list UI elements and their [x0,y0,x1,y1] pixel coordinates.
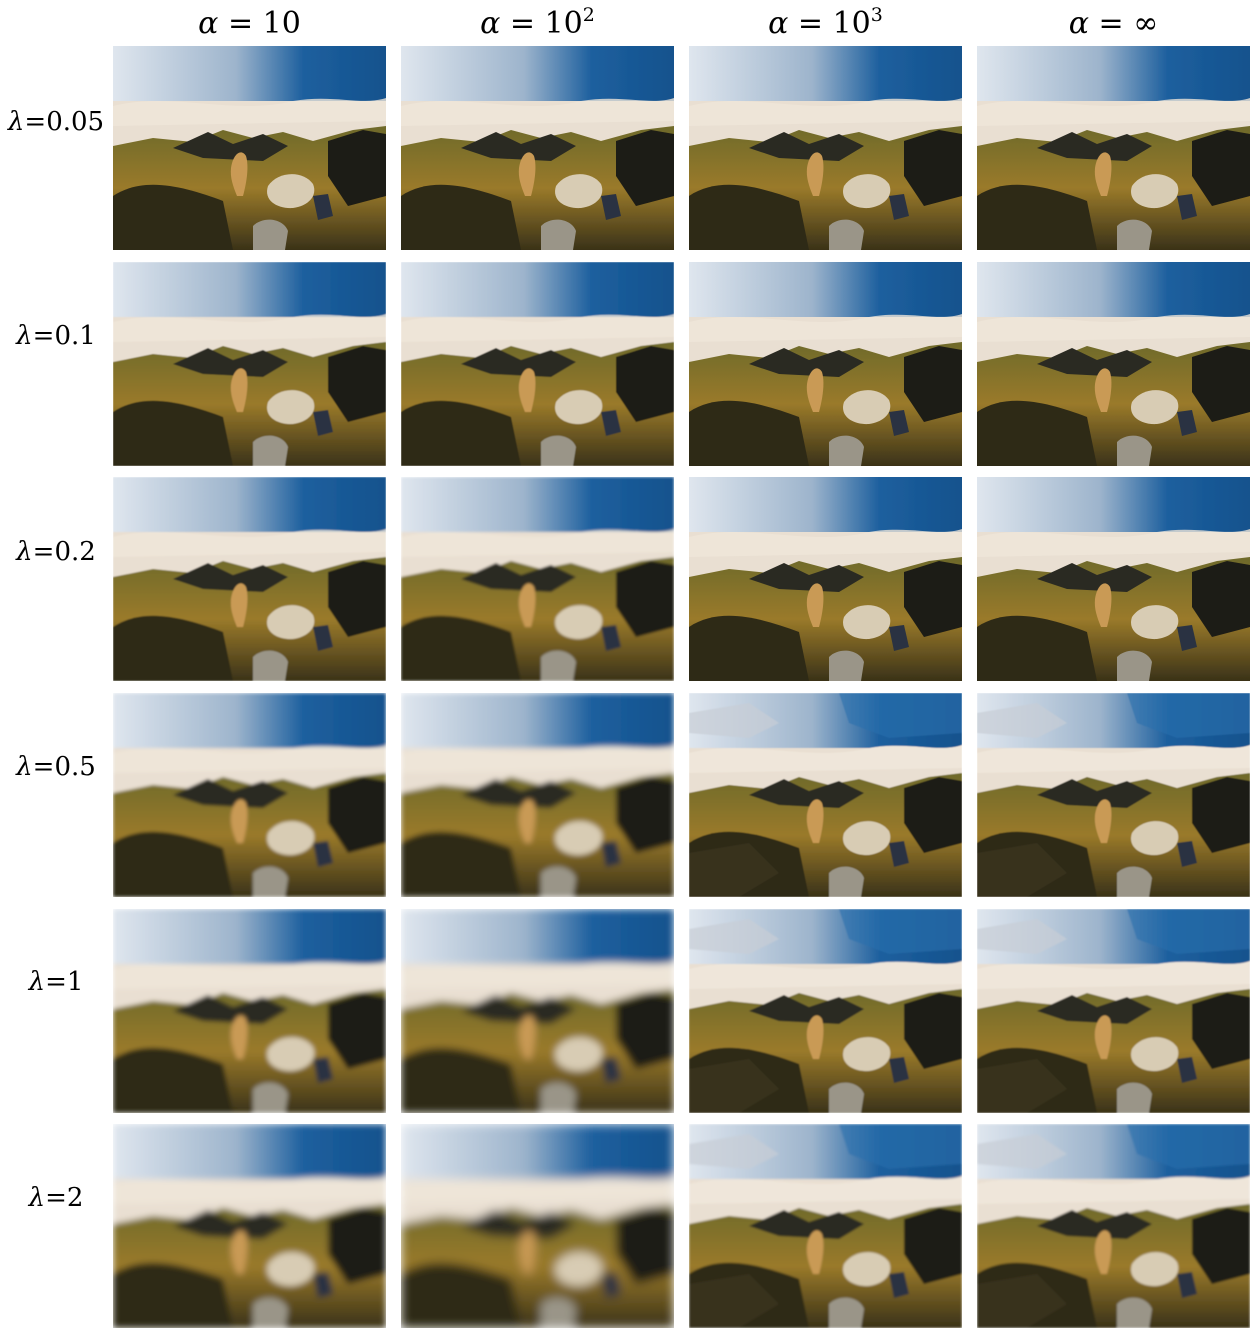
result-image-r3-c2 [401,477,674,681]
row-label-2-symbol: λ [16,321,33,351]
col-header-1-symbol: α [198,6,219,41]
row-label-3-eq: = [32,537,55,567]
row-label-6-symbol: λ [28,1183,46,1213]
result-image-r4-c4 [977,693,1250,897]
row-label-5: λ=1 [0,967,112,997]
result-image-r6-c4 [977,1124,1250,1328]
result-image-r1-c1 [113,46,386,250]
result-image-r4-c2 [401,693,674,897]
row-label-1-value: 0.05 [46,107,105,137]
result-image-r3-c3 [689,477,962,681]
col-header-3-eq: = [788,6,833,41]
row-label-4-symbol: λ [16,752,33,782]
result-image-r4-c3 [689,693,962,897]
result-image-r5-c1 [113,909,386,1113]
result-image-r2-c2 [401,262,674,466]
col-header-3-exp: 3 [870,4,883,26]
result-image-r5-c4 [977,909,1250,1113]
row-label-6-value: 2 [66,1183,84,1213]
result-image-r2-c1 [113,262,386,466]
result-image-r4-c1 [113,693,386,897]
row-label-4-value: 0.5 [54,752,96,782]
col-header-3-symbol: α [768,6,789,41]
result-image-r6-c2 [401,1124,674,1328]
col-header-2-symbol: α [480,6,501,41]
row-label-1-eq: = [24,107,47,137]
result-image-r1-c4 [977,46,1250,250]
col-header-4-eq: = [1089,6,1134,41]
col-header-4-symbol: α [1068,6,1090,41]
result-image-r2-c3 [689,262,962,466]
result-image-r6-c3 [689,1124,962,1328]
result-image-r3-c4 [977,477,1250,681]
result-image-r1-c2 [401,46,674,250]
row-label-2-value: 0.1 [54,321,96,351]
row-label-2: λ=0.1 [0,321,112,351]
row-label-3: λ=0.2 [0,537,112,567]
col-header-1: α = 10 [113,4,386,44]
row-label-6-eq: = [45,1183,67,1213]
result-image-r1-c3 [689,46,962,250]
row-label-3-value: 0.2 [54,537,96,567]
row-label-5-value: 1 [66,967,84,997]
col-header-3-base: 10 [832,6,871,41]
row-label-6: λ=2 [0,1183,112,1213]
row-label-3-symbol: λ [16,537,33,567]
col-header-4-base: ∞ [1133,6,1159,41]
result-image-r5-c3 [689,909,962,1113]
row-label-5-symbol: λ [28,967,46,997]
col-header-4: α = ∞ [977,4,1250,44]
result-image-r5-c2 [401,909,674,1113]
col-header-2-base: 10 [544,6,583,41]
row-label-4-eq: = [32,752,55,782]
row-label-5-eq: = [45,967,67,997]
result-image-r3-c1 [113,477,386,681]
row-label-2-eq: = [32,321,55,351]
row-label-1: λ=0.05 [0,107,112,137]
result-image-r2-c4 [977,262,1250,466]
row-label-1-symbol: λ [7,107,25,137]
col-header-1-base: 10 [262,6,301,41]
col-header-2: α = 102 [401,4,674,44]
row-label-4: λ=0.5 [0,752,112,782]
col-header-2-eq: = [500,6,545,41]
result-image-r6-c1 [113,1124,386,1328]
col-header-2-exp: 2 [582,4,595,26]
col-header-1-eq: = [218,6,263,41]
col-header-3: α = 103 [689,4,962,44]
